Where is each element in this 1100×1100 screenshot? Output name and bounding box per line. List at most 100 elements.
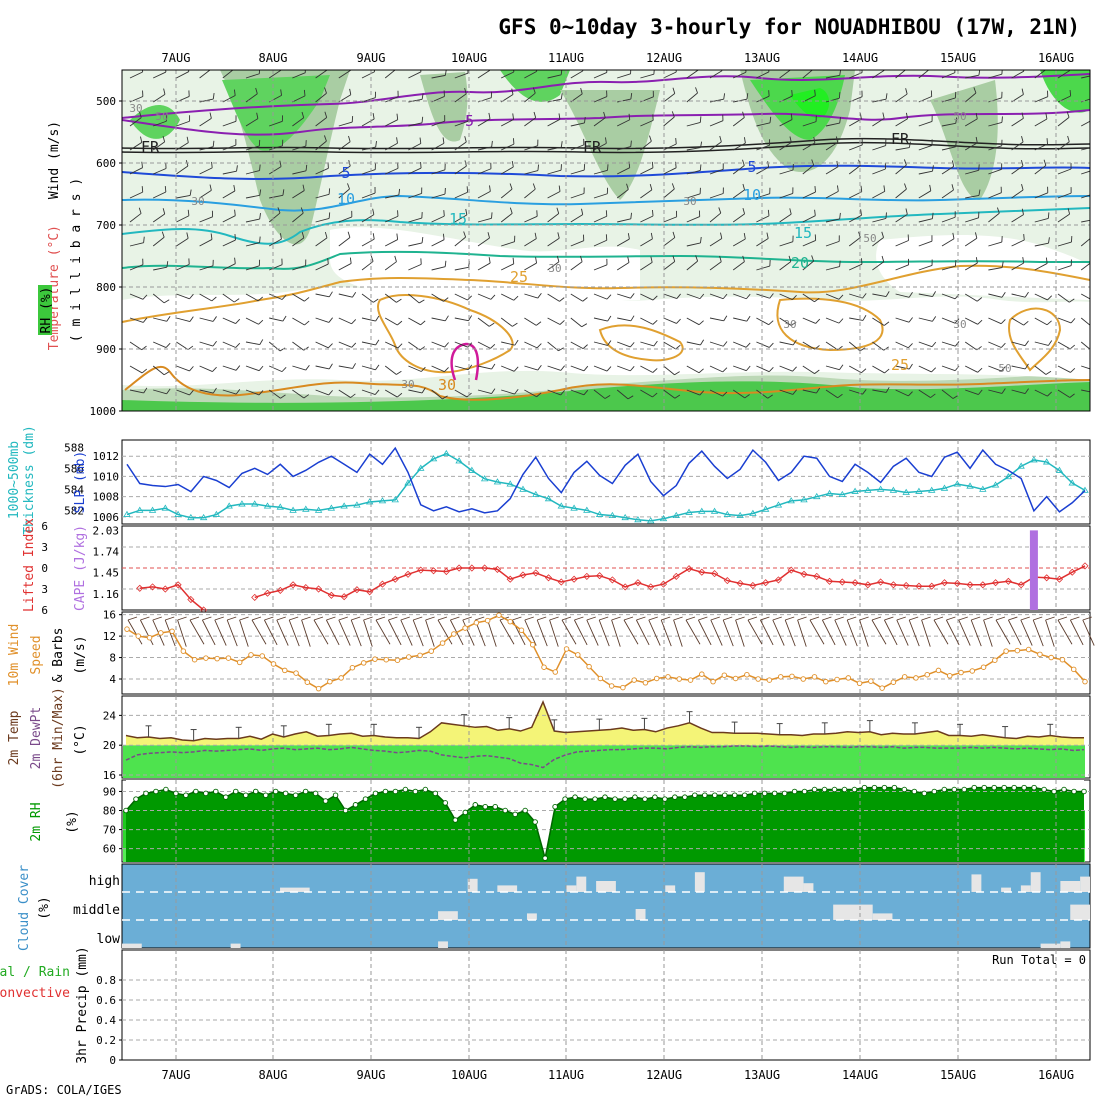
wind-barb-flag — [349, 257, 352, 264]
wind-barb — [361, 365, 376, 371]
wind-barb-flag — [443, 210, 445, 217]
wind-barb — [199, 146, 214, 151]
top-date-label: 14AUG — [842, 51, 878, 65]
rh-point — [981, 784, 987, 791]
wind-barb-flag — [280, 233, 282, 240]
rh-patch-upper-11 — [420, 72, 468, 142]
wind-barb — [1057, 141, 1070, 151]
rh-point — [781, 790, 788, 797]
wind-barb — [477, 341, 491, 349]
precip-label-a: Total / Rain — [0, 965, 70, 980]
thickness-point — [915, 487, 923, 494]
wind-barb-flag — [280, 89, 282, 96]
wind-barb — [408, 293, 420, 304]
wind-barb — [732, 261, 745, 271]
wind-barb — [809, 619, 825, 645]
wind-label-a: 10m Wind — [7, 624, 22, 687]
wind-barb-flag — [896, 616, 906, 621]
wind-barb — [964, 317, 978, 325]
wind-barb-flag — [1069, 89, 1072, 97]
wind-barb-flag — [978, 189, 981, 196]
wind-barb — [501, 143, 515, 151]
wind-barb — [964, 293, 978, 302]
wind-barb — [500, 293, 514, 301]
wind-barb — [871, 619, 887, 645]
wind-barb — [385, 215, 399, 223]
wind-barb-flag — [141, 161, 143, 168]
wind-barb-flag — [560, 365, 565, 371]
wind-barb — [709, 261, 722, 271]
rh-point — [612, 796, 618, 802]
cloud-clear-block — [438, 941, 448, 948]
wind-barb — [547, 389, 561, 396]
wind-barb — [129, 264, 144, 271]
rh-point — [751, 790, 758, 797]
wind-barb-flag — [352, 291, 357, 298]
wind-barb-flag — [512, 322, 518, 327]
wind-barb — [245, 145, 260, 151]
contour-label: 5 — [341, 164, 350, 182]
wind-barb-flag — [189, 293, 194, 300]
wind-barb — [593, 142, 607, 151]
wind-barb-flag — [580, 255, 583, 262]
wind-barb — [802, 365, 815, 374]
wind-barb — [338, 216, 353, 223]
wind-barb-flag — [742, 255, 745, 262]
wind-barb — [477, 217, 492, 223]
wind-barb — [593, 193, 608, 199]
wind-barb — [536, 619, 548, 647]
wind-barb-flag — [627, 256, 630, 263]
wind-barb-flag — [1069, 393, 1075, 398]
wind-barb — [709, 98, 724, 103]
wind-barb-flag — [885, 291, 890, 297]
wind-barb — [797, 619, 807, 647]
wind-barb — [408, 122, 423, 127]
wind-barb-flag — [859, 113, 862, 120]
thickness-label-a: 1000~500mb — [7, 441, 22, 519]
wind-barb — [269, 120, 283, 127]
wind-barb — [338, 365, 353, 369]
wind-barb — [315, 218, 330, 223]
contour-label: 50 — [953, 110, 966, 123]
wind-barb — [686, 317, 700, 326]
thickness-point — [659, 514, 668, 522]
wind-barb — [570, 240, 584, 247]
wind-barb — [361, 238, 375, 247]
wind-barb-flag — [785, 616, 795, 621]
rh-point — [971, 784, 977, 791]
rh-point — [492, 803, 498, 810]
cape-axis-label: CAPE (J/kg) — [73, 525, 88, 611]
wind-barb — [872, 365, 885, 374]
wind-barb-flag — [394, 63, 396, 69]
wind-barb-flag — [234, 257, 236, 264]
wind-barb-flag — [302, 184, 305, 191]
wind-barb — [454, 72, 469, 79]
wind-barb — [1032, 619, 1044, 647]
wind-barb-flag — [351, 342, 357, 348]
rh-legend-swatch — [38, 285, 52, 335]
wind-barb — [616, 389, 629, 400]
wind-barb — [709, 168, 724, 175]
wind-barb — [593, 293, 608, 300]
wind-barb — [129, 71, 143, 79]
wind-barb-flag — [722, 367, 728, 373]
wind-barb-flag — [1069, 298, 1075, 303]
thickness-point — [787, 497, 795, 504]
wind-barb-flag — [630, 293, 635, 299]
wind-barb — [547, 237, 560, 247]
rh-point — [682, 794, 688, 800]
wind-barb-flag — [932, 316, 937, 322]
wind-speed-point — [631, 677, 637, 683]
wind-barb — [338, 121, 353, 127]
y-tick-label: 90 — [103, 785, 116, 798]
rh-point — [262, 792, 269, 799]
rh-point — [173, 790, 179, 797]
wind-barb — [570, 261, 583, 271]
wind-barb — [269, 145, 283, 151]
lifted-index-point — [634, 579, 642, 587]
wind-barb — [848, 118, 862, 127]
wind-barb — [292, 117, 304, 127]
contour-label: 5 — [747, 158, 756, 176]
wind-barb-flag — [699, 116, 702, 123]
y-tick-label: 0.6 — [96, 994, 116, 1007]
